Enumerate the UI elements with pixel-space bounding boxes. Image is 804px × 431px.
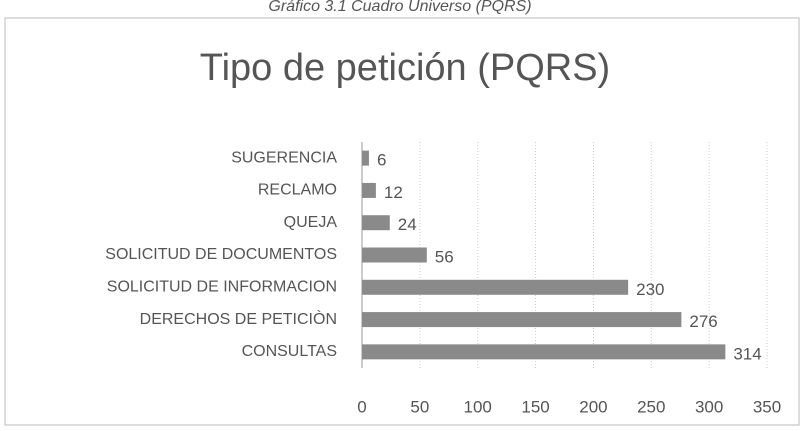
value-label: 6 — [377, 151, 386, 170]
x-tick-label: 100 — [464, 397, 492, 416]
chart-frame — [4, 17, 800, 426]
bar — [362, 279, 629, 295]
value-label: 230 — [636, 280, 664, 299]
bar — [362, 150, 369, 166]
x-tick-label: 300 — [695, 397, 723, 416]
y-tick-label: SUGERENCIA — [231, 149, 337, 166]
y-tick-label: CONSULTAS — [242, 343, 337, 360]
y-tick-label: SOLICITUD DE DOCUMENTOS — [105, 246, 337, 263]
x-tick-label: 150 — [521, 397, 549, 416]
bar — [362, 182, 376, 198]
value-label: 314 — [733, 344, 761, 363]
chart-title: Tipo de petición (PQRS) — [200, 47, 610, 89]
y-tick-label: DERECHOS DE PETICIÒN — [140, 309, 337, 328]
x-tick-label: 50 — [410, 397, 429, 416]
bar — [362, 215, 390, 231]
bar — [362, 312, 682, 328]
value-label: 12 — [384, 183, 403, 202]
x-tick-label: 350 — [753, 397, 781, 416]
x-tick-label: 250 — [637, 397, 665, 416]
x-tick-label: 0 — [357, 397, 366, 416]
y-tick-label: RECLAMO — [258, 182, 337, 199]
bar — [362, 247, 427, 263]
x-tick-label: 200 — [579, 397, 607, 416]
y-tick-label: QUEJA — [284, 214, 338, 231]
value-label: 56 — [435, 247, 454, 266]
y-tick-label: SOLICITUD DE INFORMACION — [107, 279, 337, 296]
value-label: 276 — [689, 312, 717, 331]
caption: Gráfico 3.1 Cuadro Universo (PQRS) — [268, 0, 531, 15]
bar — [362, 344, 726, 360]
value-label: 24 — [398, 215, 417, 234]
